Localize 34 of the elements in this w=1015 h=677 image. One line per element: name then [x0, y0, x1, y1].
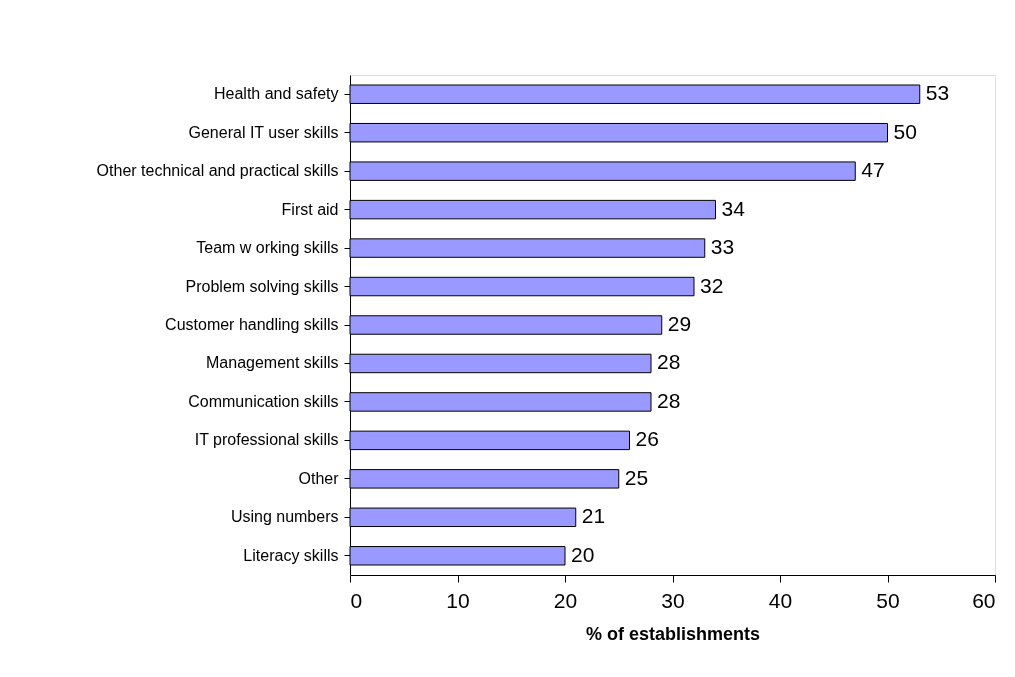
y-tick-label: Literacy skills: [243, 546, 339, 564]
x-axis-title: % of establishments: [585, 623, 761, 644]
data-label: 28: [657, 388, 681, 412]
y-tick-label: Health and safety: [213, 85, 339, 103]
x-tick-label: 20: [553, 588, 578, 612]
y-tick-label: IT professional skills: [194, 431, 339, 449]
data-label: 33: [710, 235, 735, 259]
y-tick-label: Other technical and practical skills: [96, 162, 339, 180]
y-tick-label: Using numbers: [230, 508, 339, 526]
y-tick-label: Communication skills: [188, 392, 339, 410]
y-tick-label: Problem solving skills: [185, 277, 339, 295]
x-tick-label: 0: [350, 588, 363, 612]
data-label: 29: [667, 312, 692, 335]
data-label: 28: [657, 350, 681, 374]
y-tick-label: Management skills: [206, 354, 339, 372]
data-label: 47: [861, 158, 885, 182]
x-tick-label: 30: [661, 588, 685, 612]
data-label: 34: [721, 196, 746, 220]
data-label: 50: [893, 119, 917, 143]
data-label: 25: [624, 465, 649, 489]
data-label: 32: [700, 273, 724, 297]
x-tick-label: 50: [876, 588, 900, 612]
y-tick-label: First aid: [281, 200, 339, 218]
y-tick-label: General IT user skills: [188, 123, 339, 141]
x-tick-label: 10: [446, 588, 470, 612]
y-tick-label: Team w orking skills: [196, 239, 339, 257]
y-tick-label: Customer handling skills: [165, 316, 339, 333]
data-label: 21: [581, 504, 606, 528]
x-tick-label: 60: [972, 588, 996, 612]
x-tick-label: 40: [768, 588, 793, 612]
data-label: 20: [571, 542, 595, 566]
data-label: 53: [925, 81, 950, 105]
data-label: 26: [635, 427, 659, 451]
y-tick-label: Other: [298, 469, 340, 487]
